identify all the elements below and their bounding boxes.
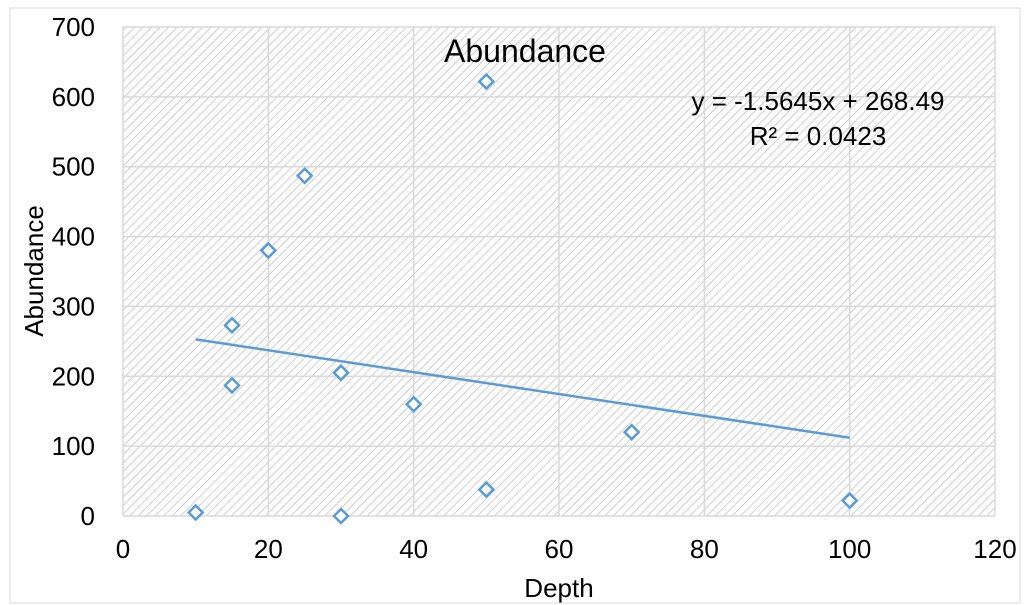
- data-point: [223, 316, 241, 335]
- x-tick-label: 0: [116, 534, 130, 564]
- x-tick-label: 20: [254, 534, 283, 564]
- trendline-r-squared: R² = 0.0423: [750, 121, 887, 151]
- x-tick-label: 100: [828, 534, 871, 564]
- y-tick-label: 600: [52, 82, 95, 112]
- chart-border: [9, 7, 1021, 604]
- x-axis-title: Depth: [524, 573, 593, 603]
- x-tick-label: 80: [690, 534, 719, 564]
- chart-title: Abundance: [444, 33, 606, 69]
- y-tick-label: 400: [52, 222, 95, 252]
- y-tick-label: 0: [81, 501, 95, 531]
- trendline: [195, 338, 850, 439]
- tick-labels: 0 20 40 60 80 100 120 0 100 200 300 400 500 600 700: [52, 12, 1017, 564]
- data-point: [477, 72, 496, 91]
- data-point: [186, 503, 205, 522]
- y-tick-label: 100: [52, 431, 95, 461]
- y-tick-label: 300: [52, 291, 95, 321]
- data-point: [332, 507, 350, 525]
- y-axis-title: Abundance: [19, 205, 49, 337]
- gridlines: [122, 26, 996, 517]
- trendline-group: [195, 338, 850, 439]
- data-point: [622, 423, 641, 441]
- data-point: [259, 241, 278, 260]
- y-tick-label: 700: [52, 12, 95, 42]
- data-point: [840, 491, 859, 510]
- y-tick-label: 500: [52, 152, 95, 182]
- x-tick-label: 40: [399, 534, 428, 564]
- data-point: [404, 395, 423, 413]
- x-tick-label: 120: [973, 534, 1016, 564]
- x-tick-label: 60: [545, 534, 574, 564]
- data-point: [332, 364, 350, 382]
- trendline-equation: y = -1.5645x + 268.49: [692, 86, 945, 116]
- data-point: [295, 167, 314, 185]
- data-point: [223, 376, 241, 395]
- data-point: [477, 480, 496, 499]
- y-tick-label: 200: [52, 361, 95, 391]
- data-points: [186, 72, 859, 525]
